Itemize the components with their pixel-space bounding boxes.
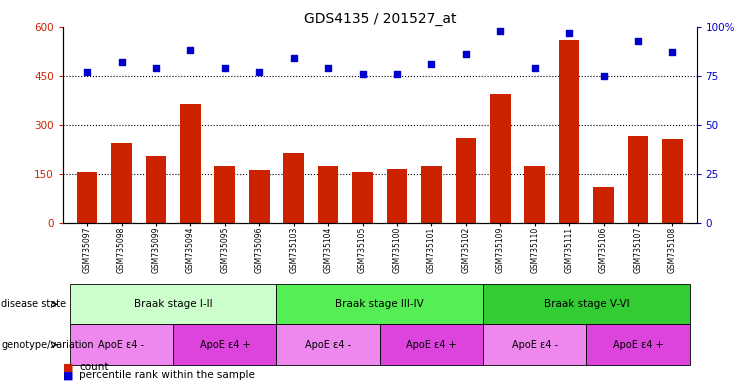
Point	[185, 47, 196, 53]
Bar	[525, 166, 545, 223]
Bar	[318, 166, 339, 223]
Bar	[421, 166, 442, 223]
Text: genotype/variation: genotype/variation	[1, 339, 94, 350]
Bar	[456, 138, 476, 223]
Point	[529, 65, 541, 71]
Point	[494, 28, 506, 34]
Bar	[146, 156, 166, 223]
Point	[425, 61, 437, 67]
Text: ApoE ε4 +: ApoE ε4 +	[613, 339, 663, 350]
Bar	[111, 143, 132, 223]
Text: Braak stage III-IV: Braak stage III-IV	[336, 299, 424, 310]
Bar	[483, 284, 690, 324]
Bar	[387, 169, 408, 223]
Bar	[180, 104, 201, 223]
Text: count: count	[79, 362, 109, 372]
Text: disease state: disease state	[1, 299, 67, 310]
Point	[253, 69, 265, 75]
Bar	[483, 324, 586, 365]
Text: ApoE ε4 +: ApoE ε4 +	[406, 339, 456, 350]
Point	[563, 30, 575, 36]
Point	[219, 65, 230, 71]
Text: percentile rank within the sample: percentile rank within the sample	[79, 370, 255, 380]
Bar	[628, 136, 648, 223]
Text: ApoE ε4 +: ApoE ε4 +	[199, 339, 250, 350]
Bar	[276, 284, 483, 324]
Text: Braak stage I-II: Braak stage I-II	[134, 299, 213, 310]
Point	[82, 69, 93, 75]
Point	[288, 55, 299, 61]
Bar	[173, 324, 276, 365]
Point	[322, 65, 334, 71]
Bar	[352, 172, 373, 223]
Point	[598, 73, 610, 79]
Text: ■: ■	[63, 362, 77, 372]
Point	[460, 51, 472, 57]
Bar	[594, 187, 614, 223]
Text: Braak stage V-VI: Braak stage V-VI	[544, 299, 629, 310]
Title: GDS4135 / 201527_at: GDS4135 / 201527_at	[304, 12, 456, 26]
Text: ApoE ε4 -: ApoE ε4 -	[99, 339, 144, 350]
Bar	[70, 324, 173, 365]
Point	[116, 59, 127, 65]
Bar	[283, 152, 304, 223]
Bar	[214, 166, 235, 223]
Bar	[586, 324, 690, 365]
Bar	[77, 172, 97, 223]
Bar	[379, 324, 483, 365]
Bar	[662, 139, 682, 223]
Point	[632, 38, 644, 44]
Point	[356, 71, 368, 77]
Point	[150, 65, 162, 71]
Point	[666, 49, 678, 55]
Bar	[70, 284, 276, 324]
Bar	[249, 170, 270, 223]
Text: ■: ■	[63, 370, 77, 380]
Text: ApoE ε4 -: ApoE ε4 -	[511, 339, 558, 350]
Text: ApoE ε4 -: ApoE ε4 -	[305, 339, 351, 350]
Point	[391, 71, 403, 77]
Bar	[276, 324, 379, 365]
Bar	[559, 40, 579, 223]
Bar	[490, 94, 511, 223]
